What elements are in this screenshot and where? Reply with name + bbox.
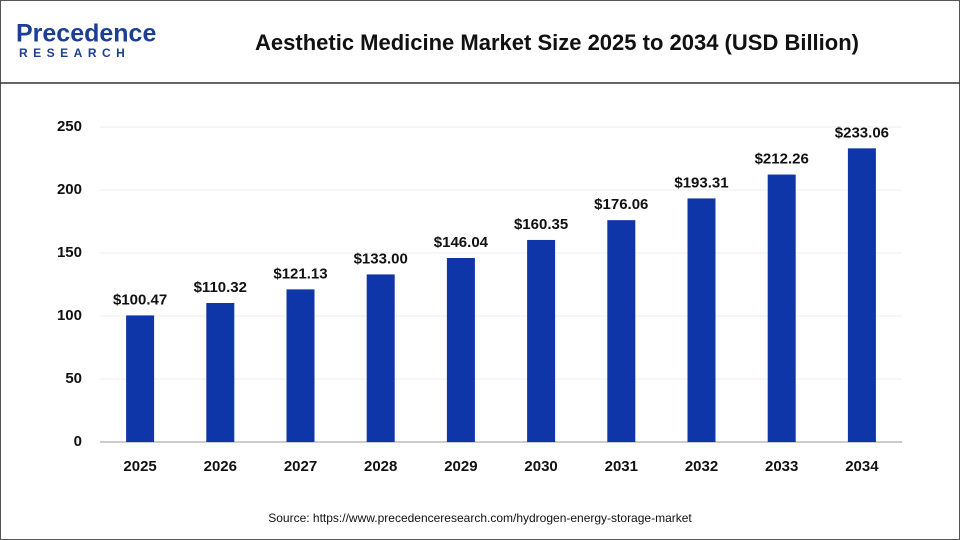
x-tick-label: 2033 [765,458,798,475]
x-tick-label: 2031 [605,458,638,475]
y-tick-label: 200 [57,181,82,198]
x-tick-label: 2032 [685,458,718,475]
logo-name: Precedence [16,20,156,48]
bar [366,274,395,442]
x-tick-label: 2029 [444,458,477,475]
value-label: $121.13 [273,265,327,282]
x-tick-label: 2028 [364,458,397,475]
y-tick-label: 50 [65,370,82,387]
y-tick-label: 100 [57,307,82,324]
bar [126,315,155,442]
source: Source: https://www.precedenceresearch.c… [268,511,692,525]
value-label: $176.06 [594,196,648,213]
bar [446,257,475,442]
value-label: $133.00 [354,250,408,267]
value-label: $110.32 [194,279,247,296]
bar [687,198,716,442]
x-tick-label: 2025 [123,458,156,475]
value-label: $193.31 [674,174,728,191]
y-tick-label: 0 [74,433,82,450]
x-tick-label: 2030 [524,458,557,475]
y-tick-label: 150 [57,244,82,261]
value-label: $233.06 [835,124,889,141]
x-tick-label: 2026 [204,458,237,475]
bar [767,174,796,442]
bar [847,148,876,442]
chart-title: Aesthetic Medicine Market Size 2025 to 2… [255,30,859,55]
value-label: $212.26 [755,151,809,168]
bar [286,289,315,442]
value-label: $146.04 [434,234,489,251]
bar [206,302,235,442]
value-label: $100.47 [113,291,167,308]
bar [527,239,556,442]
x-tick-label: 2034 [845,458,879,475]
bar [607,220,636,442]
value-label: $160.35 [514,216,568,233]
logo-tagline: RESEARCH [19,46,130,60]
x-tick-label: 2027 [284,458,317,475]
y-tick-label: 250 [57,118,82,135]
